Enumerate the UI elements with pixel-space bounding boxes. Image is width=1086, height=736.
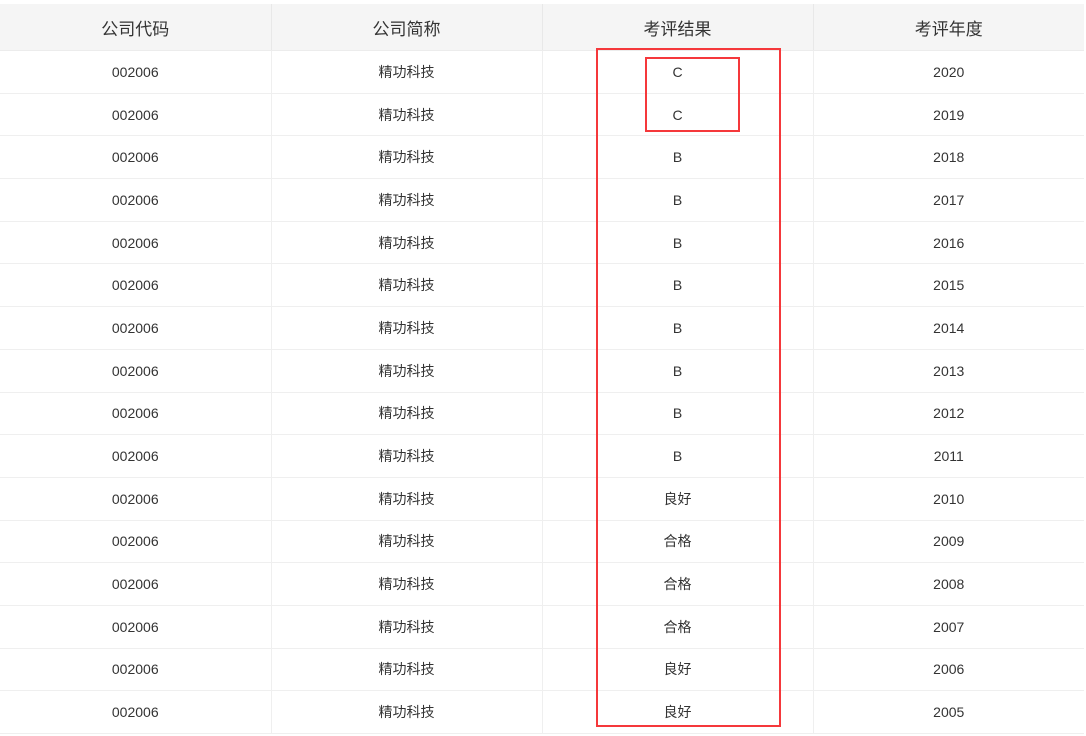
company-code-cell: 002006 — [0, 93, 272, 137]
company-name-cell: 精功科技 — [271, 477, 543, 521]
rating-table: 公司代码 公司简称 考评结果 考评年度 002006 精功科技 C 2020 00200… — [0, 4, 1084, 734]
table-row: 002006 精功科技 B 2017 — [0, 178, 1084, 222]
table-row: 002006 精功科技 C 2020 — [0, 50, 1084, 94]
company-code-cell: 002006 — [0, 648, 272, 692]
rating-result-cell: B — [542, 306, 814, 350]
header-name[interactable]: 公司简称 — [271, 4, 543, 51]
company-name-cell: 精功科技 — [271, 648, 543, 692]
company-name-cell: 精功科技 — [271, 50, 543, 94]
table-row: 002006 精功科技 B 2013 — [0, 349, 1084, 393]
rating-result-cell: B — [542, 392, 814, 436]
company-code-cell: 002006 — [0, 263, 272, 308]
company-code-cell: 002006 — [0, 135, 272, 180]
rating-year-cell: 2006 — [813, 648, 1084, 692]
rating-result-cell: B — [542, 263, 814, 308]
table-row: 002006 精功科技 B 2018 — [0, 135, 1084, 180]
rating-year-cell: 2020 — [813, 50, 1084, 94]
rating-result-cell: B — [542, 221, 814, 265]
rating-result-cell: B — [542, 135, 814, 180]
table-row: 002006 精功科技 合格 2009 — [0, 520, 1084, 564]
rating-year-cell: 2008 — [813, 562, 1084, 606]
rating-year-cell: 2014 — [813, 306, 1084, 350]
company-name-cell: 精功科技 — [271, 690, 543, 734]
company-code-cell: 002006 — [0, 178, 272, 222]
table-row: 002006 精功科技 C 2019 — [0, 93, 1084, 137]
rating-result-cell: B — [542, 349, 814, 393]
rating-result-cell: B — [542, 178, 814, 222]
company-name-cell: 精功科技 — [271, 221, 543, 265]
table-row: 002006 精功科技 良好 2006 — [0, 648, 1084, 692]
company-code-cell: 002006 — [0, 562, 272, 606]
header-code[interactable]: 公司代码 — [0, 4, 272, 51]
rating-year-cell: 2016 — [813, 221, 1084, 265]
rating-year-cell: 2005 — [813, 690, 1084, 734]
company-name-cell: 精功科技 — [271, 306, 543, 350]
company-code-cell: 002006 — [0, 434, 272, 478]
header-year[interactable]: 考评年度 — [813, 4, 1084, 51]
rating-year-cell: 2017 — [813, 178, 1084, 222]
rating-result-cell: 合格 — [542, 562, 814, 606]
rating-result-cell: C — [542, 93, 814, 137]
company-name-cell: 精功科技 — [271, 392, 543, 436]
company-code-cell: 002006 — [0, 690, 272, 734]
company-name-cell: 精功科技 — [271, 434, 543, 478]
header-row: 公司代码 公司简称 考评结果 考评年度 — [0, 4, 1084, 51]
table-row: 002006 精功科技 B 2016 — [0, 221, 1084, 265]
company-name-cell: 精功科技 — [271, 562, 543, 606]
table-row: 002006 精功科技 B 2015 — [0, 263, 1084, 308]
rating-result-cell: 合格 — [542, 605, 814, 649]
company-name-cell: 精功科技 — [271, 605, 543, 649]
rating-year-cell: 2019 — [813, 93, 1084, 137]
rating-result-cell: 合格 — [542, 520, 814, 564]
table-row: 002006 精功科技 合格 2007 — [0, 605, 1084, 649]
company-name-cell: 精功科技 — [271, 178, 543, 222]
table-row: 002006 精功科技 合格 2008 — [0, 562, 1084, 606]
company-code-cell: 002006 — [0, 477, 272, 521]
table-row: 002006 精功科技 良好 2010 — [0, 477, 1084, 521]
rating-result-cell: 良好 — [542, 477, 814, 521]
company-code-cell: 002006 — [0, 392, 272, 436]
table-row: 002006 精功科技 B 2014 — [0, 306, 1084, 350]
rating-year-cell: 2011 — [813, 434, 1084, 478]
company-code-cell: 002006 — [0, 221, 272, 265]
rating-year-cell: 2018 — [813, 135, 1084, 180]
company-name-cell: 精功科技 — [271, 93, 543, 137]
company-code-cell: 002006 — [0, 349, 272, 393]
rating-year-cell: 2013 — [813, 349, 1084, 393]
company-name-cell: 精功科技 — [271, 135, 543, 180]
rating-year-cell: 2012 — [813, 392, 1084, 436]
company-code-cell: 002006 — [0, 50, 272, 94]
company-name-cell: 精功科技 — [271, 349, 543, 393]
rating-result-cell: 良好 — [542, 648, 814, 692]
rating-year-cell: 2007 — [813, 605, 1084, 649]
rating-year-cell: 2009 — [813, 520, 1084, 564]
company-name-cell: 精功科技 — [271, 520, 543, 564]
company-code-cell: 002006 — [0, 520, 272, 564]
company-name-cell: 精功科技 — [271, 263, 543, 308]
rating-result-cell: B — [542, 434, 814, 478]
table-row: 002006 精功科技 B 2011 — [0, 434, 1084, 478]
highlight-result-column — [596, 48, 781, 727]
company-code-cell: 002006 — [0, 605, 272, 649]
table-row: 002006 精功科技 B 2012 — [0, 392, 1084, 436]
highlight-recent-c-ratings — [645, 57, 740, 132]
table-row: 002006 精功科技 良好 2005 — [0, 690, 1084, 734]
rating-year-cell: 2015 — [813, 263, 1084, 308]
rating-year-cell: 2010 — [813, 477, 1084, 521]
company-code-cell: 002006 — [0, 306, 272, 350]
header-result[interactable]: 考评结果 — [542, 4, 814, 51]
